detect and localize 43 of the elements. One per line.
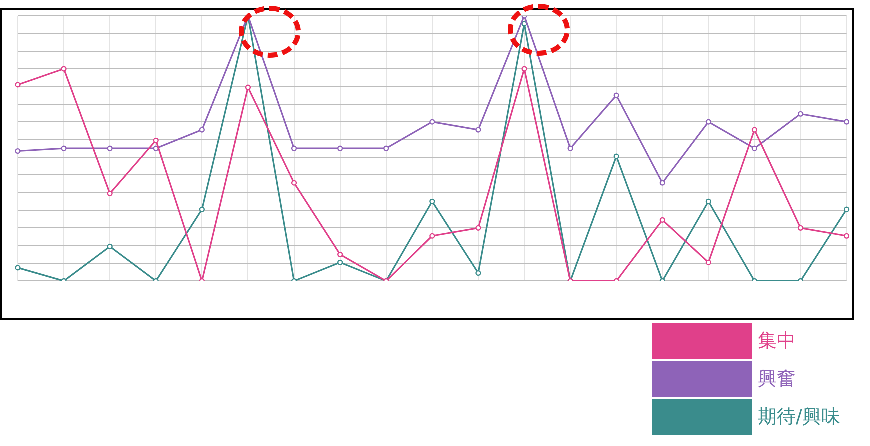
- point: [568, 146, 574, 152]
- point: [844, 119, 850, 125]
- point: [706, 119, 712, 125]
- text: 期待/興味: [758, 405, 840, 430]
- point: [384, 146, 390, 152]
- point: [614, 154, 620, 160]
- point: [199, 206, 205, 212]
- point: [338, 146, 344, 152]
- point: [430, 198, 436, 204]
- point: [660, 217, 666, 224]
- point: [61, 66, 67, 72]
- point: [476, 225, 482, 231]
- point: [522, 66, 528, 72]
- point: [844, 206, 850, 212]
- point: [107, 146, 113, 152]
- point: [798, 225, 804, 231]
- point: [706, 260, 712, 266]
- point: [706, 198, 712, 204]
- point: [752, 127, 758, 133]
- text: 集中: [758, 329, 796, 354]
- point: [153, 138, 159, 144]
- point: [614, 92, 620, 98]
- point: [15, 82, 21, 88]
- point: [245, 84, 252, 90]
- point: [798, 111, 804, 117]
- point: [15, 148, 21, 154]
- point: [199, 127, 205, 133]
- point: [338, 260, 344, 266]
- point: [107, 190, 113, 196]
- point: [338, 252, 344, 258]
- point: [291, 180, 298, 186]
- point: [430, 233, 436, 239]
- point: [752, 146, 758, 152]
- text: 興奮: [758, 367, 796, 392]
- point: [61, 146, 67, 152]
- point: [430, 119, 436, 125]
- point: [291, 146, 298, 152]
- point: [476, 127, 482, 133]
- point: [660, 180, 666, 186]
- point: [107, 244, 113, 250]
- point: [15, 265, 21, 271]
- point: [476, 270, 482, 276]
- point: [844, 233, 850, 239]
